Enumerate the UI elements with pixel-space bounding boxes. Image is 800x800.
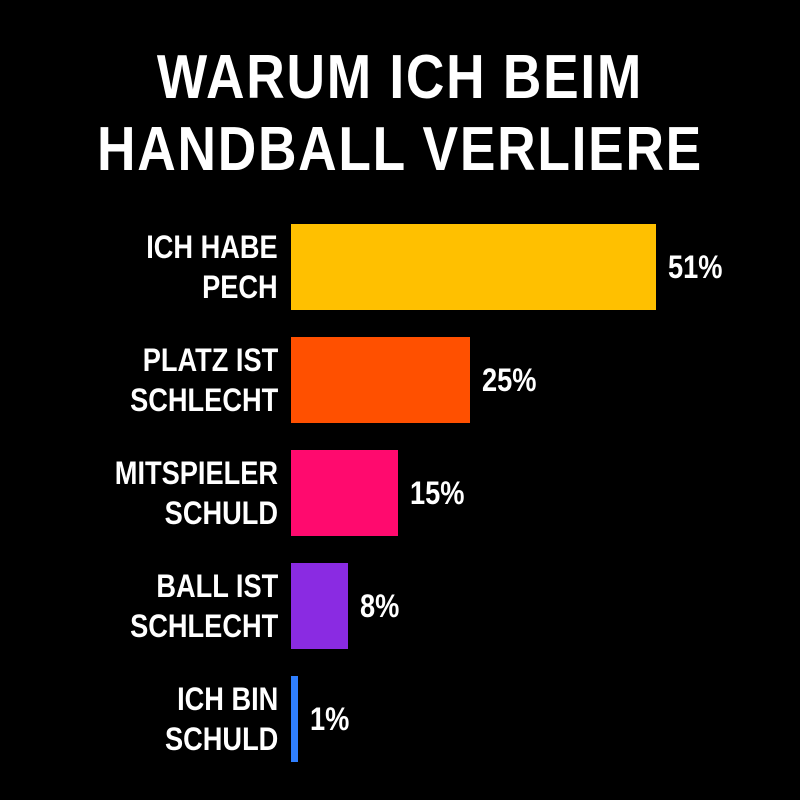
chart-title: WARUM ICH BEIM HANDBALL VERLIERE [97, 43, 703, 184]
category-label: PLATZ IST SCHLECHT [129, 342, 278, 418]
value-label: 1% [310, 701, 350, 737]
bar [291, 563, 349, 649]
category-label: MITSPIELER SCHULD [114, 455, 278, 531]
category-label: ICH BIN SCHULD [164, 681, 278, 757]
value-label: 15% [410, 475, 465, 511]
bar [291, 224, 656, 310]
bar [291, 337, 470, 423]
value-label: 8% [360, 588, 400, 624]
category-label: BALL IST SCHLECHT [129, 568, 278, 644]
category-label: ICH HABE PECH [146, 229, 278, 305]
value-label: 51% [668, 249, 723, 285]
bar [291, 450, 399, 536]
bar [291, 676, 299, 762]
value-label: 25% [481, 362, 537, 398]
